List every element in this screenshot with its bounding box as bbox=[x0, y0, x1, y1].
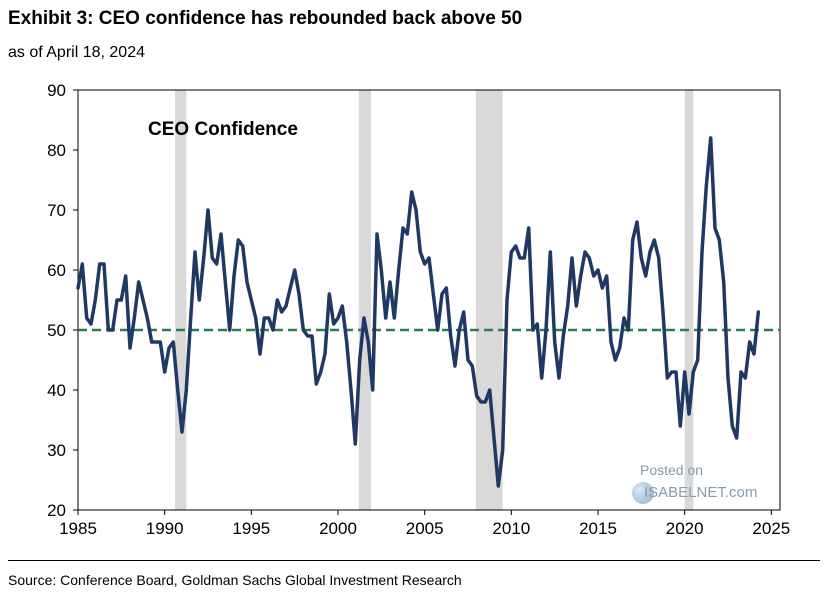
x-tick-label: 2020 bbox=[666, 519, 704, 538]
x-tick-label: 2000 bbox=[319, 519, 357, 538]
x-tick-label: 1990 bbox=[146, 519, 184, 538]
globe-icon bbox=[632, 482, 654, 504]
y-tick-label: 60 bbox=[47, 261, 66, 280]
x-tick-label: 2010 bbox=[492, 519, 530, 538]
y-tick-label: 30 bbox=[47, 441, 66, 460]
recession-band bbox=[684, 90, 694, 510]
y-tick-label: 90 bbox=[47, 81, 66, 100]
source-divider bbox=[8, 560, 820, 561]
y-tick-label: 50 bbox=[47, 321, 66, 340]
series-label: CEO Confidence bbox=[148, 119, 298, 140]
plot-area bbox=[77, 89, 781, 511]
series-line-ceo-confidence bbox=[76, 136, 761, 488]
chart-title: Exhibit 3: CEO confidence has rebounded … bbox=[8, 8, 523, 29]
recession-band bbox=[475, 90, 503, 510]
y-tick-label: 70 bbox=[47, 201, 66, 220]
source-note: Source: Conference Board, Goldman Sachs … bbox=[8, 572, 462, 588]
y-tick-label: 80 bbox=[47, 141, 66, 160]
x-tick-label: 2025 bbox=[752, 519, 790, 538]
chart-subtitle: as of April 18, 2024 bbox=[8, 44, 145, 61]
recession-band bbox=[175, 90, 187, 510]
recession-band bbox=[358, 90, 371, 510]
x-tick-label: 2005 bbox=[406, 519, 444, 538]
y-tick-label: 40 bbox=[47, 381, 66, 400]
line-chart: 20 30 40 50 60 70 80 90 1985 1990 1995 2000 2005 201… bbox=[47, 81, 790, 538]
watermark-posted-on: Posted on bbox=[640, 462, 704, 478]
watermark-site: ISABELNET.com bbox=[644, 484, 758, 501]
x-tick-label: 1995 bbox=[232, 519, 270, 538]
x-tick-label: 2015 bbox=[579, 519, 617, 538]
x-tick-label: 1985 bbox=[59, 519, 97, 538]
y-tick-label: 20 bbox=[47, 501, 66, 520]
